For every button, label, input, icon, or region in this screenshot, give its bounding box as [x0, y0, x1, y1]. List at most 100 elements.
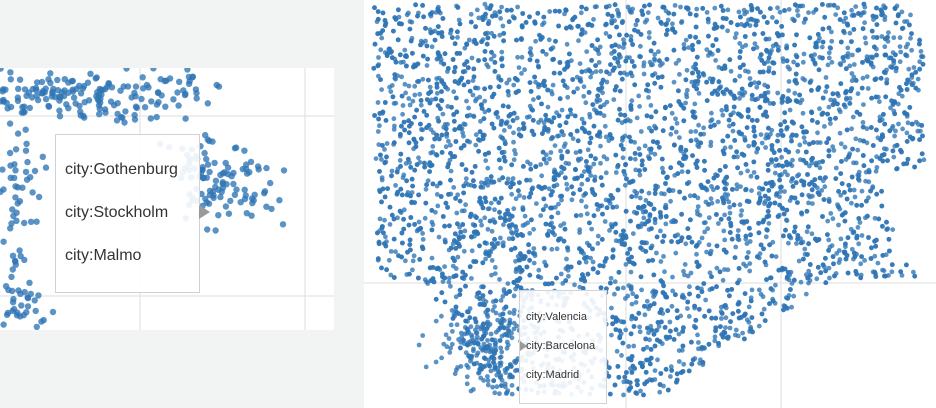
- data-point[interactable]: [543, 112, 549, 118]
- data-point[interactable]: [727, 230, 733, 235]
- data-point[interactable]: [908, 12, 913, 18]
- data-point[interactable]: [263, 164, 270, 172]
- data-point[interactable]: [514, 37, 519, 43]
- data-point[interactable]: [776, 162, 782, 168]
- data-point[interactable]: [531, 246, 537, 251]
- data-point[interactable]: [376, 55, 381, 60]
- data-point[interactable]: [893, 65, 899, 71]
- data-point[interactable]: [588, 255, 593, 261]
- data-point[interactable]: [846, 182, 852, 188]
- data-point[interactable]: [473, 98, 478, 104]
- data-point[interactable]: [826, 153, 832, 159]
- data-point[interactable]: [514, 115, 520, 121]
- data-point[interactable]: [585, 177, 591, 183]
- data-point[interactable]: [879, 188, 884, 194]
- data-point[interactable]: [855, 225, 861, 230]
- data-point[interactable]: [826, 50, 832, 56]
- data-point[interactable]: [591, 17, 596, 22]
- data-point[interactable]: [472, 183, 477, 189]
- data-point[interactable]: [708, 196, 714, 202]
- data-point[interactable]: [198, 166, 206, 173]
- data-point[interactable]: [878, 137, 884, 143]
- data-point[interactable]: [706, 215, 712, 221]
- data-point[interactable]: [485, 378, 491, 383]
- data-point[interactable]: [563, 160, 569, 166]
- data-point[interactable]: [436, 8, 442, 14]
- data-point[interactable]: [425, 178, 431, 184]
- data-point[interactable]: [701, 125, 706, 131]
- data-point[interactable]: [533, 38, 538, 44]
- data-point[interactable]: [833, 176, 839, 182]
- data-point[interactable]: [665, 17, 671, 23]
- data-point[interactable]: [677, 72, 682, 77]
- data-point[interactable]: [665, 308, 671, 314]
- data-point[interactable]: [593, 156, 598, 162]
- data-point[interactable]: [371, 65, 377, 71]
- data-point[interactable]: [735, 333, 741, 339]
- data-point[interactable]: [913, 119, 919, 125]
- data-point[interactable]: [695, 332, 700, 338]
- data-point[interactable]: [617, 88, 623, 94]
- data-point[interactable]: [14, 97, 22, 104]
- data-point[interactable]: [694, 6, 700, 12]
- data-point[interactable]: [694, 158, 700, 164]
- data-point[interactable]: [651, 301, 657, 307]
- data-point[interactable]: [0, 96, 7, 104]
- data-point[interactable]: [568, 111, 574, 117]
- data-point[interactable]: [795, 149, 801, 154]
- data-point[interactable]: [382, 241, 387, 247]
- data-point[interactable]: [541, 156, 547, 162]
- data-point[interactable]: [568, 132, 574, 137]
- data-point[interactable]: [758, 93, 764, 99]
- data-point[interactable]: [525, 159, 530, 165]
- data-point[interactable]: [379, 177, 385, 183]
- data-point[interactable]: [637, 172, 643, 178]
- data-point[interactable]: [673, 116, 678, 122]
- data-point[interactable]: [613, 42, 618, 48]
- data-point[interactable]: [753, 22, 759, 28]
- data-point[interactable]: [639, 188, 645, 194]
- data-point[interactable]: [577, 61, 583, 66]
- data-point[interactable]: [826, 248, 831, 253]
- data-point[interactable]: [661, 283, 666, 289]
- data-point[interactable]: [739, 208, 745, 214]
- data-point[interactable]: [719, 311, 725, 316]
- data-point[interactable]: [707, 50, 713, 55]
- data-point[interactable]: [748, 232, 753, 238]
- data-point[interactable]: [375, 256, 381, 262]
- data-point[interactable]: [81, 99, 88, 106]
- data-point[interactable]: [764, 214, 770, 220]
- data-point[interactable]: [487, 363, 492, 369]
- data-point[interactable]: [696, 122, 701, 128]
- data-point[interactable]: [732, 78, 738, 83]
- data-point[interactable]: [860, 75, 866, 81]
- data-point[interactable]: [526, 242, 531, 248]
- data-point[interactable]: [730, 311, 736, 316]
- data-point[interactable]: [831, 2, 837, 8]
- data-point[interactable]: [668, 131, 674, 137]
- data-point[interactable]: [720, 89, 726, 95]
- data-point[interactable]: [743, 68, 748, 74]
- data-point[interactable]: [873, 243, 879, 249]
- data-point[interactable]: [670, 274, 675, 280]
- data-point[interactable]: [823, 280, 829, 286]
- data-point[interactable]: [807, 141, 812, 147]
- data-point[interactable]: [408, 164, 414, 170]
- data-point[interactable]: [18, 302, 25, 309]
- data-point[interactable]: [611, 97, 617, 102]
- data-point[interactable]: [629, 194, 635, 200]
- data-point[interactable]: [575, 23, 581, 29]
- data-point[interactable]: [476, 15, 482, 21]
- data-point[interactable]: [839, 159, 844, 164]
- data-point[interactable]: [219, 179, 226, 186]
- data-point[interactable]: [644, 298, 650, 304]
- data-point[interactable]: [647, 361, 653, 367]
- data-point[interactable]: [681, 46, 687, 51]
- data-point[interactable]: [506, 19, 512, 25]
- data-point[interactable]: [731, 104, 737, 110]
- data-point[interactable]: [427, 84, 433, 90]
- data-point[interactable]: [392, 75, 398, 81]
- data-point[interactable]: [631, 63, 637, 69]
- data-point[interactable]: [820, 262, 826, 268]
- data-point[interactable]: [910, 136, 916, 141]
